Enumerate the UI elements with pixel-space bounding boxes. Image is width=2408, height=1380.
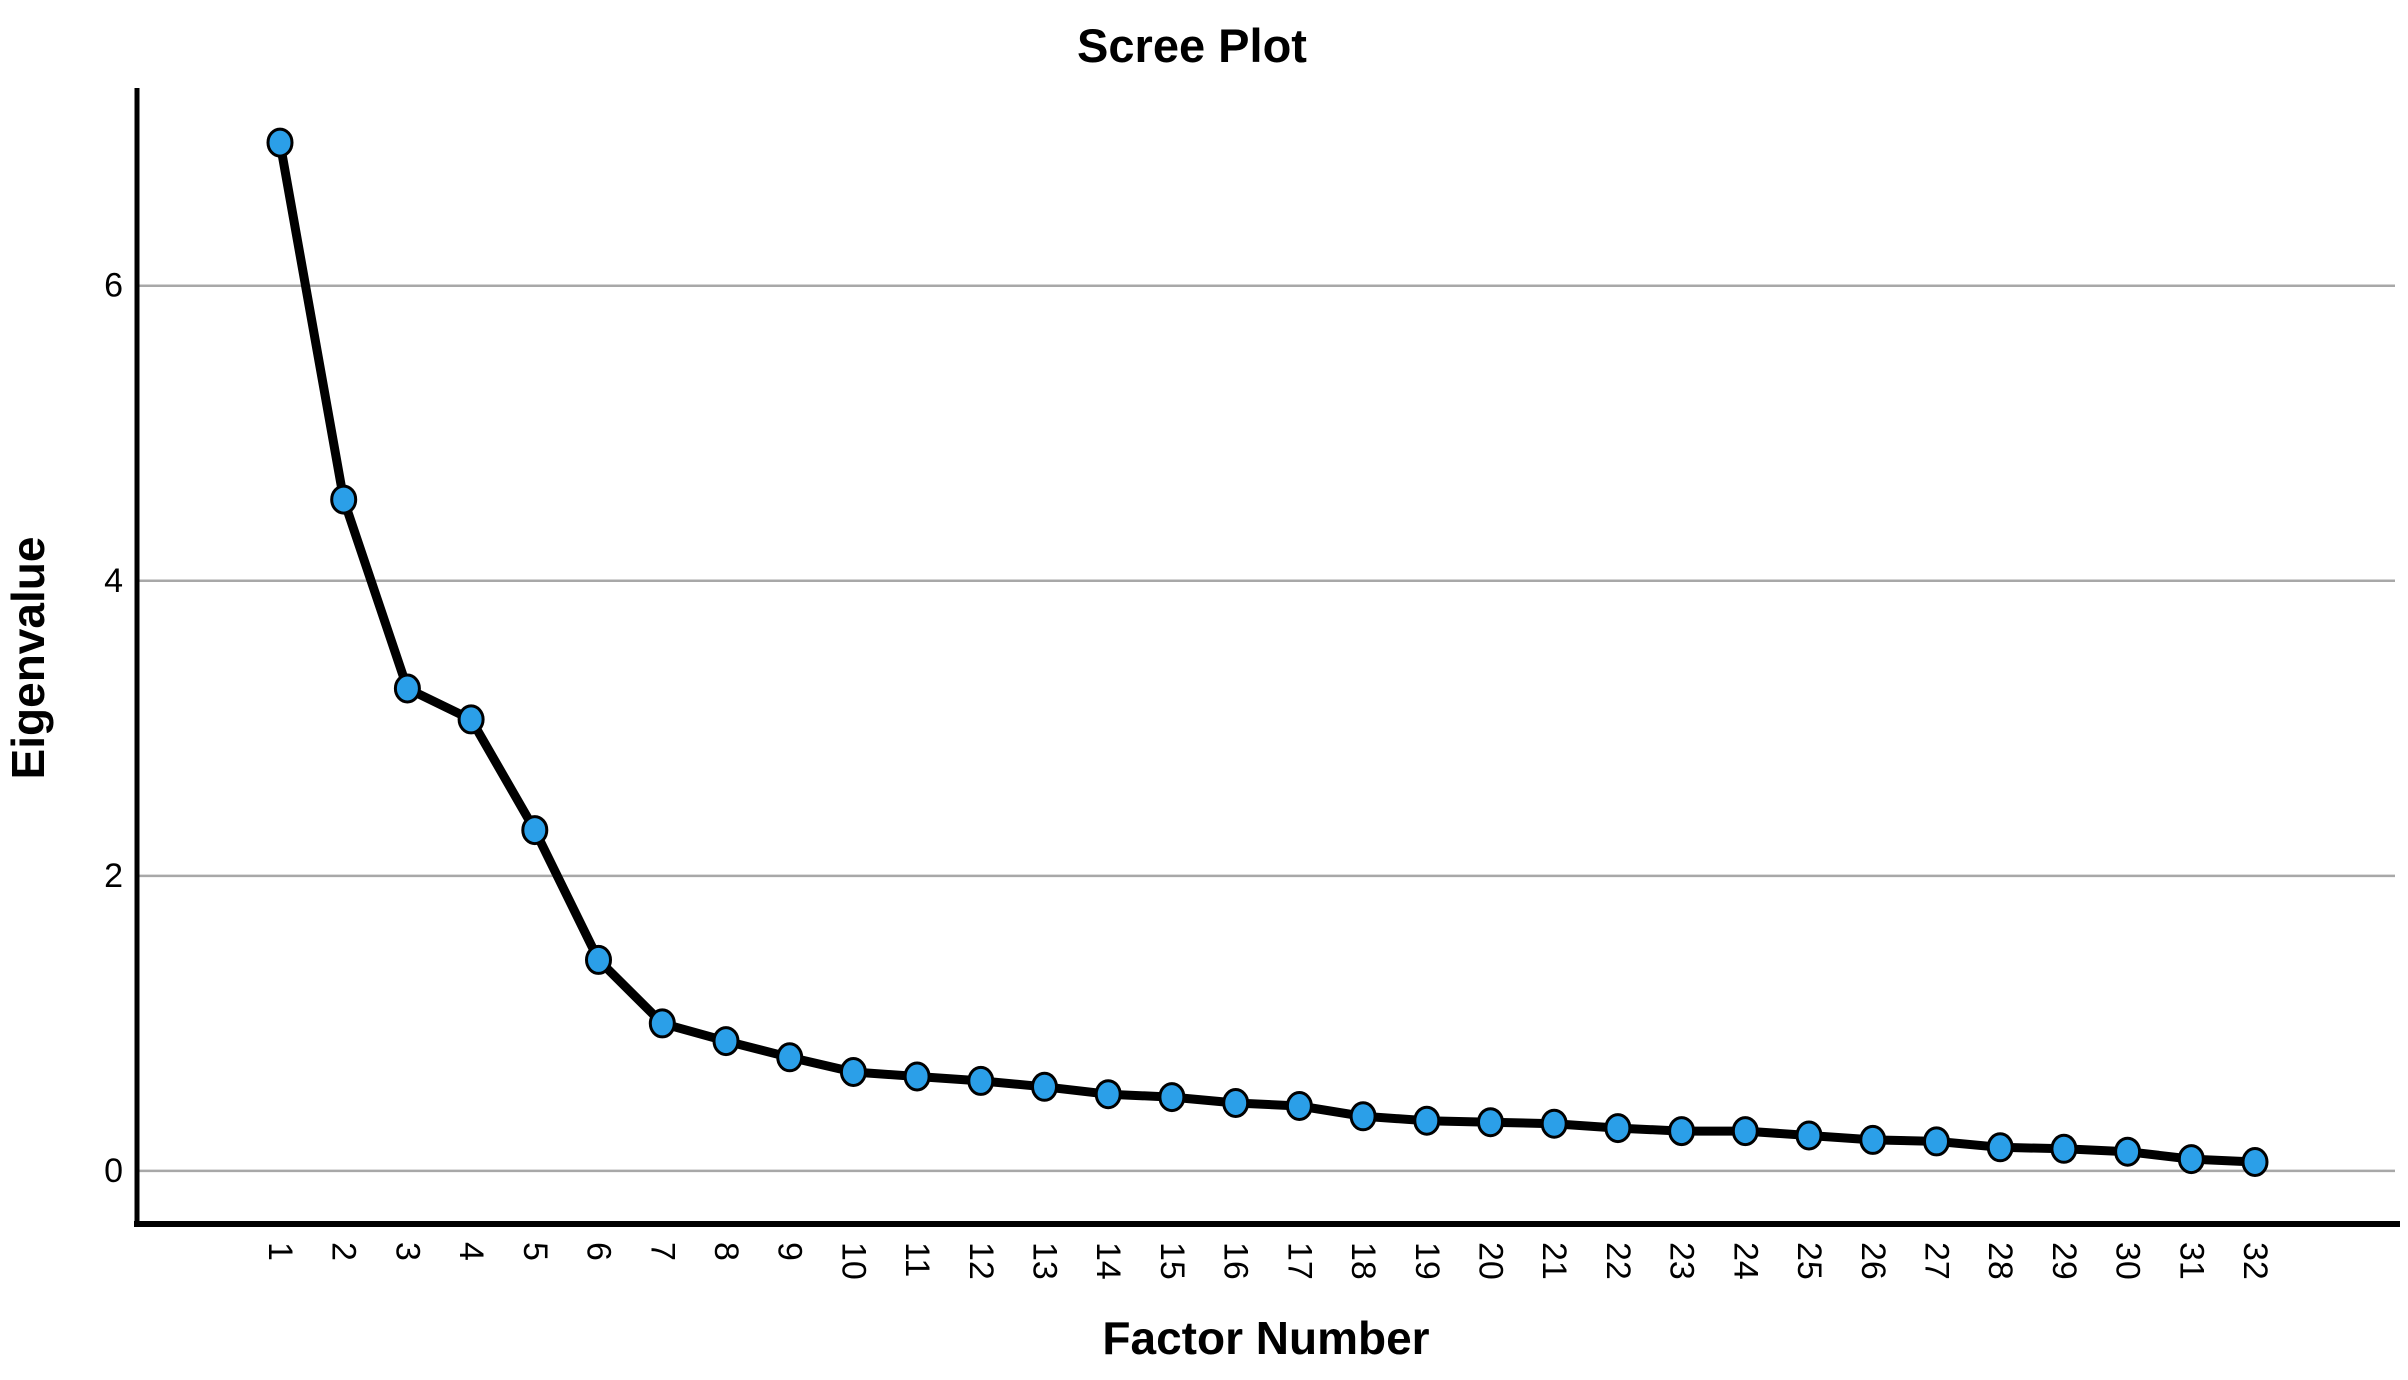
y-tick-label: 2 — [104, 857, 123, 895]
x-tick-label: 30 — [2109, 1242, 2147, 1280]
data-point-marker — [1222, 1088, 1250, 1118]
data-point-marker — [2050, 1133, 2078, 1164]
data-point-marker — [457, 704, 485, 735]
data-point-marker — [330, 484, 358, 515]
data-point-marker — [1604, 1113, 1632, 1144]
data-point-marker — [1923, 1126, 1950, 1157]
x-tick-label: 28 — [1981, 1242, 2019, 1280]
chart-title: Scree Plot — [1077, 19, 1307, 72]
data-point-marker — [1986, 1132, 2014, 1163]
data-point-marker — [839, 1057, 867, 1087]
x-tick-labels: 1 2 3 4 5 6 7 8 9 10 11 12 13 14 15 16 17 18 19 20 21 22 23 24 2… — [261, 1242, 2274, 1280]
x-tick-label: 10 — [834, 1242, 872, 1280]
data-point-marker — [1413, 1105, 1441, 1136]
x-tick-label: 16 — [1217, 1242, 1255, 1280]
data-point-marker — [1349, 1101, 1377, 1132]
x-tick-label: 32 — [2236, 1242, 2274, 1280]
x-tick-label: 11 — [898, 1242, 936, 1277]
data-point-marker — [1859, 1124, 1887, 1155]
data-point-marker — [776, 1042, 804, 1073]
data-point-marker — [2177, 1144, 2205, 1175]
x-tick-label: 2 — [325, 1242, 363, 1261]
data-point-marker — [521, 815, 549, 846]
data-point-marker — [967, 1065, 995, 1096]
x-axis-title: Factor Number — [1102, 1312, 1429, 1364]
x-tick-label: 3 — [388, 1242, 426, 1261]
data-point-marker — [266, 127, 294, 158]
data-point-marker — [1158, 1082, 1186, 1113]
data-point-marker — [1094, 1079, 1122, 1110]
x-tick-label: 18 — [1344, 1242, 1382, 1280]
y-axis-title: Eigenvalue — [2, 537, 54, 780]
x-tick-label: 26 — [1854, 1242, 1892, 1280]
x-tick-label: 1 — [261, 1242, 299, 1261]
gridlines — [137, 284, 2395, 1173]
x-tick-label: 17 — [1280, 1242, 1318, 1280]
x-tick-label: 8 — [707, 1242, 745, 1261]
x-tick-label: 22 — [1599, 1242, 1637, 1280]
scree-line — [275, 138, 2260, 1167]
x-tick-label: 19 — [1408, 1242, 1446, 1280]
data-point-marker — [1285, 1091, 1313, 1121]
x-tick-label: 9 — [771, 1242, 809, 1261]
y-tick-labels: 0 2 4 6 — [104, 267, 123, 1190]
x-tick-label: 5 — [516, 1242, 554, 1261]
data-point-marker — [585, 944, 612, 975]
x-tick-label: 12 — [962, 1242, 1000, 1280]
data-point-marker — [1031, 1071, 1058, 1102]
x-tick-label: 31 — [2172, 1242, 2210, 1280]
data-point-marker — [2241, 1147, 2269, 1177]
x-tick-label: 27 — [1917, 1242, 1955, 1280]
data-point-marker — [1540, 1108, 1568, 1139]
series-line — [275, 138, 2260, 1167]
y-tick-label: 6 — [104, 267, 123, 305]
data-point-marker — [1477, 1107, 1504, 1138]
data-point-marker — [1795, 1120, 1823, 1151]
x-tick-label: 4 — [452, 1242, 490, 1261]
x-tick-label: 20 — [1471, 1242, 1509, 1280]
data-point-marker — [648, 1008, 676, 1039]
x-tick-label: 29 — [2045, 1242, 2083, 1280]
data-point-marker — [712, 1026, 740, 1057]
x-tick-label: 6 — [580, 1242, 618, 1261]
x-tick-label: 15 — [1153, 1242, 1191, 1280]
data-point-marker — [903, 1061, 931, 1092]
series-markers — [266, 127, 2269, 1177]
x-tick-label: 7 — [643, 1242, 681, 1261]
x-tick-label: 25 — [1790, 1242, 1828, 1280]
data-point-marker — [1731, 1116, 1759, 1147]
y-tick-label: 0 — [104, 1152, 123, 1190]
x-tick-label: 14 — [1089, 1242, 1127, 1280]
data-point-marker — [1668, 1116, 1696, 1147]
x-tick-label: 21 — [1535, 1242, 1573, 1280]
x-tick-label: 24 — [1726, 1242, 1764, 1280]
data-point-marker — [2114, 1136, 2142, 1167]
data-point-marker — [393, 673, 421, 704]
x-tick-label: 23 — [1663, 1242, 1701, 1280]
y-tick-label: 4 — [104, 562, 123, 600]
x-tick-label: 13 — [1026, 1242, 1064, 1280]
